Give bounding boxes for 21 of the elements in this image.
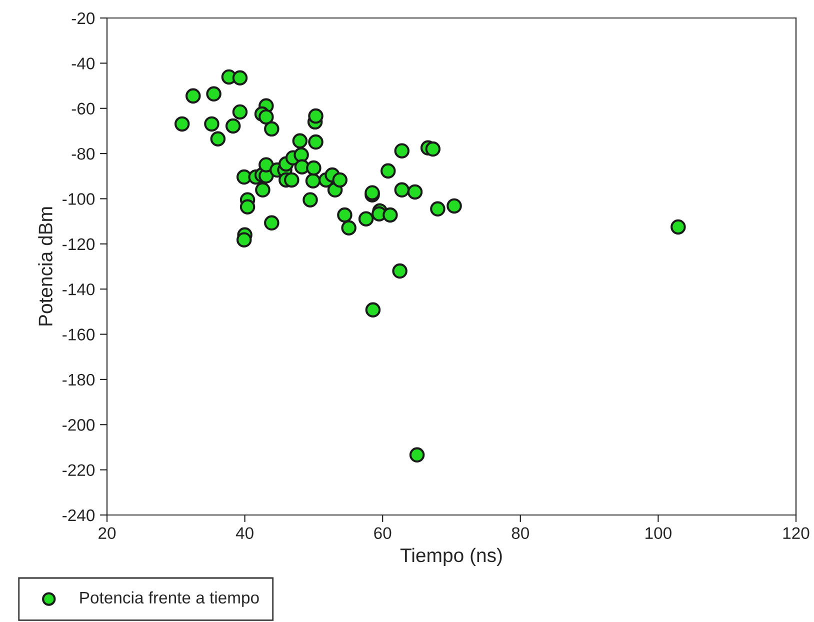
y-tick-label: -160	[62, 328, 95, 340]
y-tick-label: -240	[62, 509, 95, 522]
x-axis-title: Tiempo (ns)	[400, 548, 502, 566]
x-tick-label: 80	[512, 527, 530, 540]
x-tick-label: 40	[236, 527, 254, 540]
y-tick-label: -80	[72, 148, 95, 160]
y-tick-label: -200	[62, 419, 95, 431]
x-tick-label: 100	[646, 527, 672, 540]
y-tick-label: -20	[72, 12, 95, 24]
x-tick-label: 60	[374, 527, 392, 540]
y-tick-label: -120	[62, 238, 95, 250]
y-tick-label: -60	[72, 102, 95, 115]
y-tick-label: -220	[62, 464, 95, 476]
y-tick-label: -40	[72, 58, 95, 70]
y-tick-label: -100	[62, 193, 95, 205]
y-tick-label: -140	[62, 283, 95, 296]
x-tick-label: 20	[98, 527, 116, 540]
y-tick-label: -180	[62, 374, 95, 386]
legend-label: Potencia frente a tiempo	[80, 591, 259, 607]
y-axis-title: Potencia dBm	[38, 207, 52, 326]
x-tick-label: 120	[783, 527, 810, 540]
